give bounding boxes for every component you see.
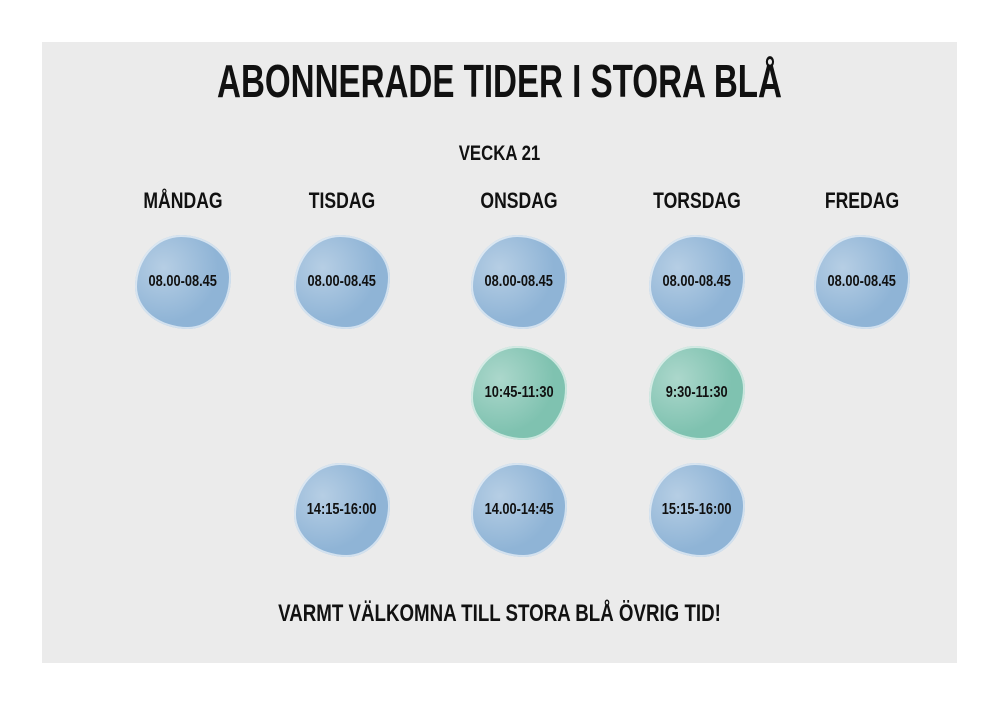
title: ABONNERADE TIDER I STORA BLÅ (217, 55, 782, 107)
day-label: TORSDAG (653, 188, 741, 213)
time-slot: 08.00-08.45 (135, 235, 231, 329)
time-text: 15:15-16:00 (662, 501, 732, 518)
time-text: 08.00-08.45 (484, 273, 554, 290)
time-slot: 08.00-08.45 (649, 235, 745, 329)
time-slot: 14.00-14:45 (471, 463, 567, 557)
footer: VARMT VÄLKOMNA TILL STORA BLÅ ÖVRIG TID! (278, 600, 721, 627)
time-text: 10:45-11:30 (484, 384, 554, 401)
time-slot: 10:45-11:30 (471, 346, 567, 440)
time-text: 08.00-08.45 (662, 273, 732, 290)
week: VECKA 21 (458, 142, 541, 165)
time-slot: 08.00-08.45 (294, 235, 390, 329)
time-text: 08.00-08.45 (827, 273, 897, 290)
time-slot: 15:15-16:00 (649, 463, 745, 557)
day-label: MÅNDAG (143, 188, 223, 213)
time-slot: 14:15-16:00 (294, 463, 390, 557)
day-label: ONSDAG (480, 188, 558, 213)
time-text: 14.00-14:45 (484, 501, 554, 518)
poster: ABONNERADE TIDER I STORA BLÅ VECKA 21 VA… (42, 42, 957, 663)
time-slot: 08.00-08.45 (814, 235, 910, 329)
day-label: TISDAG (308, 188, 376, 213)
day-label: FREDAG (824, 188, 900, 213)
time-slot: 9:30-11:30 (649, 346, 745, 440)
time-slot: 08.00-08.45 (471, 235, 567, 329)
time-text: 14:15-16:00 (307, 501, 377, 518)
time-text: 9:30-11:30 (666, 384, 728, 401)
time-text: 08.00-08.45 (307, 273, 377, 290)
time-text: 08.00-08.45 (148, 273, 218, 290)
